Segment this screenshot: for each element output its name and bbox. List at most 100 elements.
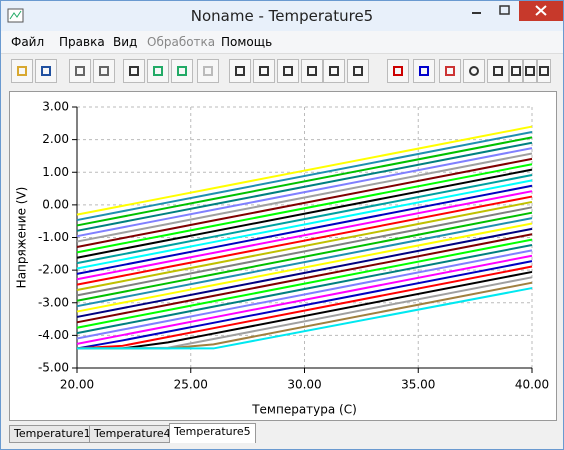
toolbar-icon xyxy=(283,66,293,76)
toolbar-icon xyxy=(129,66,139,76)
toolbar-button[interactable] xyxy=(35,59,57,83)
toolbar-button[interactable] xyxy=(147,59,169,83)
toolbar-button[interactable] xyxy=(253,59,275,83)
toolbar-icon xyxy=(511,66,521,76)
data-line xyxy=(76,157,533,248)
menu-item[interactable]: Вид xyxy=(113,35,138,49)
data-line xyxy=(76,174,533,265)
toolbar-button[interactable] xyxy=(171,59,193,83)
menu-item[interactable]: Файл xyxy=(11,35,45,49)
menu-item: Обработка xyxy=(147,35,216,49)
data-line xyxy=(76,222,533,313)
toolbar-icon xyxy=(41,66,51,76)
toolbar-icon xyxy=(525,66,535,76)
toolbar-icon xyxy=(445,66,455,76)
y-tick-label: 0.00 xyxy=(42,197,69,211)
data-line xyxy=(76,136,533,227)
toolbar-icon xyxy=(539,66,549,76)
minimize-button[interactable] xyxy=(463,1,490,21)
data-line xyxy=(76,195,533,286)
y-tick-label: -2.00 xyxy=(38,263,69,277)
toolbar-icon xyxy=(99,66,109,76)
tab[interactable]: Temperature4 xyxy=(89,425,176,443)
data-line xyxy=(76,238,533,329)
toolbar-button[interactable] xyxy=(347,59,369,83)
chart: 3.00 2.00 1.00 0.00 -1.00 -2.00 -3.00 -4.00 -5.0… xyxy=(15,100,550,417)
data-line xyxy=(76,168,533,259)
x-tick-label: 25.00 xyxy=(174,378,208,392)
data-line xyxy=(76,179,533,270)
y-tick-label: 1.00 xyxy=(42,165,69,179)
toolbar-icon xyxy=(419,66,429,76)
toolbar-button[interactable] xyxy=(509,59,523,83)
toolbar-button[interactable] xyxy=(439,59,461,83)
toolbar-button[interactable] xyxy=(123,59,145,83)
x-tick-label: 30.00 xyxy=(287,378,321,392)
toolbar-button[interactable] xyxy=(11,59,33,83)
close-button[interactable] xyxy=(519,1,563,21)
data-line xyxy=(76,125,533,216)
toolbar-icon xyxy=(469,66,479,76)
toolbar-button[interactable] xyxy=(301,59,323,83)
toolbar-icon xyxy=(353,66,363,76)
window-title: Noname - Temperature5 xyxy=(190,7,374,25)
data-line xyxy=(76,244,533,335)
toolbar-button[interactable] xyxy=(69,59,91,83)
toolbar-button[interactable] xyxy=(197,59,219,83)
toolbar-icon xyxy=(17,66,27,76)
menu-item[interactable]: Правка xyxy=(59,35,105,49)
toolbar-button[interactable] xyxy=(523,59,537,83)
toolbar-icon xyxy=(177,66,187,76)
toolbar-button[interactable] xyxy=(463,59,485,83)
menu-item[interactable]: Помощь xyxy=(221,35,273,49)
y-tick-label: -4.00 xyxy=(38,328,69,342)
toolbar-button[interactable] xyxy=(93,59,115,83)
data-line xyxy=(76,265,533,350)
toolbar-icon xyxy=(259,66,269,76)
toolbar-button[interactable] xyxy=(537,59,551,83)
toolbar-button[interactable] xyxy=(387,59,409,83)
data-line xyxy=(76,227,533,318)
data-line xyxy=(76,130,533,222)
chart-area: 3.00 2.00 1.00 0.00 -1.00 -2.00 -3.00 -4.00 -5.0… xyxy=(9,91,557,421)
y-tick-label: -1.00 xyxy=(38,230,69,244)
tab[interactable]: Temperature1 xyxy=(9,425,96,443)
data-line xyxy=(76,249,533,340)
data-line xyxy=(76,152,533,243)
toolbar-button[interactable] xyxy=(277,59,299,83)
app-icon xyxy=(7,8,24,23)
tab[interactable]: Temperature5 xyxy=(169,423,256,443)
data-line xyxy=(76,147,533,238)
data-line xyxy=(76,141,533,232)
toolbar-icon xyxy=(329,66,339,76)
toolbar-button[interactable] xyxy=(229,59,251,83)
toolbar-icon xyxy=(153,66,163,76)
toolbar-icon xyxy=(235,66,245,76)
data-line xyxy=(76,206,533,297)
x-tick-label: 40.00 xyxy=(515,378,549,392)
y-tick-label: 2.00 xyxy=(42,132,69,146)
data-line xyxy=(76,163,533,254)
data-line xyxy=(76,217,533,308)
x-tick-label: 35.00 xyxy=(401,378,435,392)
y-tick-label: -5.00 xyxy=(38,361,69,375)
toolbar-icon xyxy=(493,66,503,76)
data-line xyxy=(76,190,533,281)
toolbar-icon xyxy=(307,66,317,76)
toolbar xyxy=(7,57,557,87)
toolbar-icon xyxy=(393,66,403,76)
toolbar-button[interactable] xyxy=(487,59,509,83)
toolbar-button[interactable] xyxy=(323,59,345,83)
maximize-button[interactable] xyxy=(491,1,518,21)
data-line xyxy=(76,260,533,350)
menu-bar: Файл Правка Вид Обработка Помощь xyxy=(1,31,563,54)
y-tick-label: -3.00 xyxy=(38,295,69,309)
toolbar-button[interactable] xyxy=(413,59,435,83)
toolbar-icon xyxy=(75,66,85,76)
data-line xyxy=(76,200,533,292)
title-bar: Noname - Temperature5 xyxy=(1,1,563,31)
x-axis-label: Температура (С) xyxy=(251,403,357,417)
toolbar-icon xyxy=(203,66,213,76)
y-axis-label: Напряжение (V) xyxy=(15,187,29,289)
